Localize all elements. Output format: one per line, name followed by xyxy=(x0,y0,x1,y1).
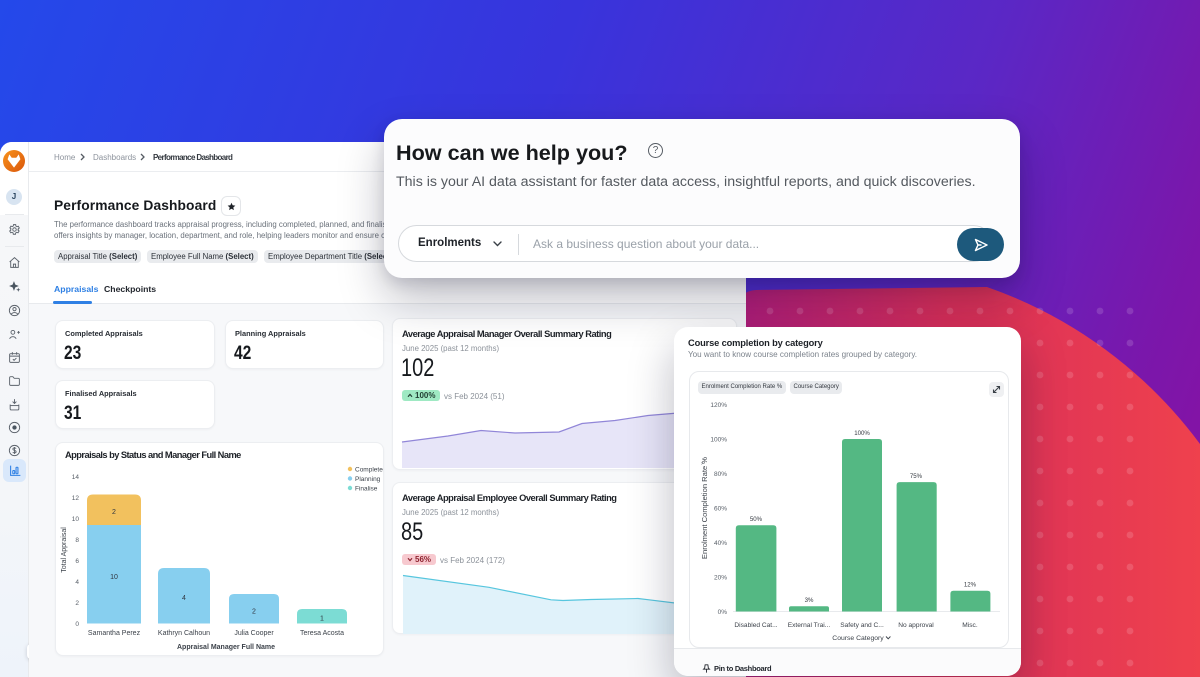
svg-text:External Trai...: External Trai... xyxy=(788,622,831,629)
svg-text:0%: 0% xyxy=(718,609,728,616)
svg-text:0: 0 xyxy=(75,621,79,628)
svg-text:Julia Cooper: Julia Cooper xyxy=(234,630,274,637)
svg-text:Kathryn Calhoun: Kathryn Calhoun xyxy=(158,630,210,637)
svg-text:50%: 50% xyxy=(750,516,763,523)
svg-text:Complete: Complete xyxy=(355,467,383,474)
svg-text:6: 6 xyxy=(75,558,79,565)
svg-text:75%: 75% xyxy=(910,473,923,480)
svg-text:No approval: No approval xyxy=(898,622,934,629)
svg-text:Planning: Planning xyxy=(355,476,381,483)
svg-text:4: 4 xyxy=(182,595,186,602)
svg-text:12%: 12% xyxy=(964,582,977,589)
svg-text:Teresa Acosta: Teresa Acosta xyxy=(300,630,344,637)
svg-text:Course Category: Course Category xyxy=(832,635,884,642)
svg-text:80%: 80% xyxy=(714,471,727,478)
svg-text:100%: 100% xyxy=(710,437,727,444)
svg-text:1: 1 xyxy=(320,616,324,623)
svg-text:10: 10 xyxy=(110,574,118,581)
svg-text:14: 14 xyxy=(72,474,80,481)
svg-text:10: 10 xyxy=(72,516,80,523)
svg-text:12: 12 xyxy=(72,495,80,502)
svg-text:4: 4 xyxy=(75,579,79,586)
svg-text:Safety and C...: Safety and C... xyxy=(840,622,884,629)
svg-text:Misc.: Misc. xyxy=(962,622,978,629)
svg-text:›: › xyxy=(701,461,703,467)
svg-text:2: 2 xyxy=(252,609,256,616)
svg-text:40%: 40% xyxy=(714,540,727,547)
svg-text:2: 2 xyxy=(75,600,79,607)
svg-text:2: 2 xyxy=(112,509,116,516)
svg-text:Enrolment Completion Rate %: Enrolment Completion Rate % xyxy=(700,457,709,559)
svg-text:Samantha Perez: Samantha Perez xyxy=(88,630,141,637)
svg-text:120%: 120% xyxy=(710,402,727,409)
svg-text:8: 8 xyxy=(75,537,79,544)
svg-text:100%: 100% xyxy=(854,430,870,437)
svg-text:Appraisal Manager Full Name: Appraisal Manager Full Name xyxy=(177,644,275,651)
svg-text:3%: 3% xyxy=(805,597,814,604)
svg-text:Total Appraisal: Total Appraisal xyxy=(61,527,68,573)
svg-text:60%: 60% xyxy=(714,506,727,513)
svg-text:Disabled Cat...: Disabled Cat... xyxy=(734,622,777,629)
svg-text:Finalise: Finalise xyxy=(355,486,378,493)
svg-text:20%: 20% xyxy=(714,575,727,582)
